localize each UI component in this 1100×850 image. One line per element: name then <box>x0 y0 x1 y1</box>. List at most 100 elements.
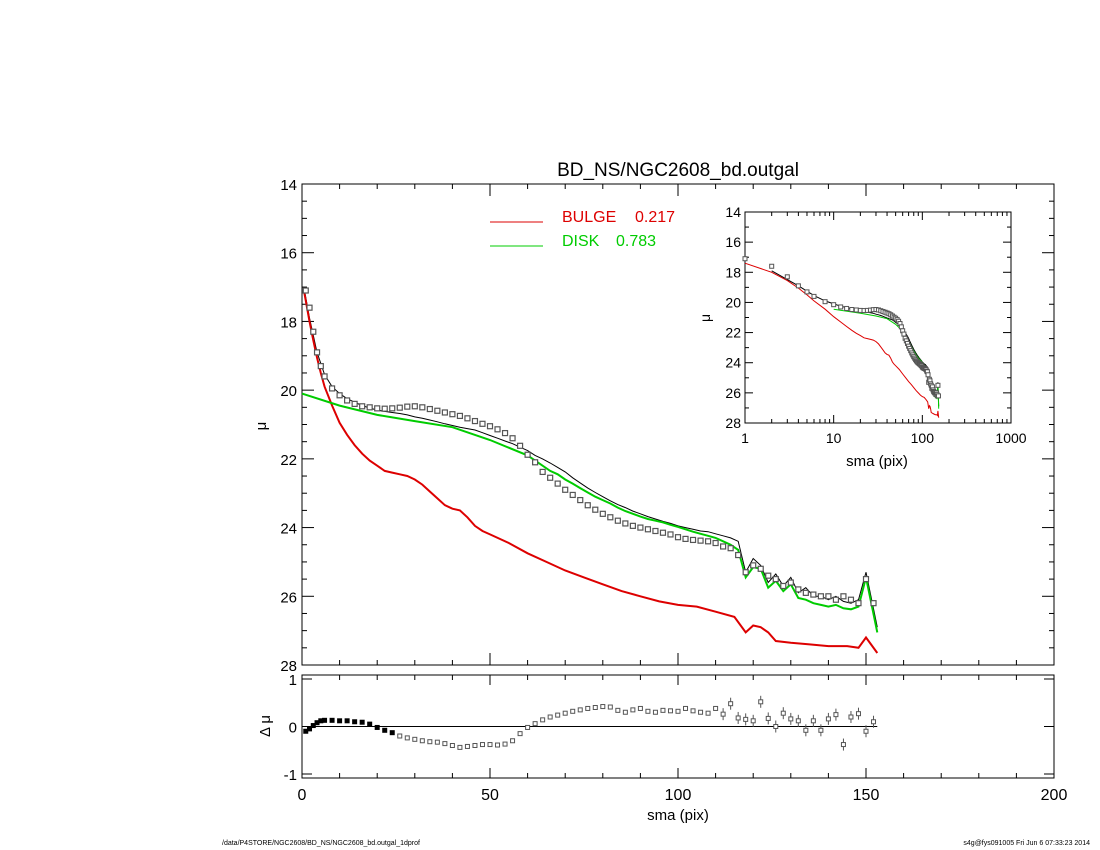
data-point <box>321 373 328 380</box>
residual-y-tick-label: 0 <box>289 720 297 737</box>
residual-point <box>359 719 365 725</box>
data-point <box>494 426 501 433</box>
data-point <box>313 349 321 356</box>
residual-y-tick-label: -1 <box>284 767 297 784</box>
residual-point <box>404 735 410 741</box>
residual-point <box>705 710 711 716</box>
main-series <box>301 287 879 654</box>
footer-path: /data/P4STORE/NGC2608/BD_NS/NGC2608_bd.o… <box>222 840 420 847</box>
residual-point <box>442 741 448 747</box>
data-point <box>562 486 569 493</box>
residual-point <box>570 708 576 714</box>
data-point <box>802 589 809 596</box>
series-disk-line <box>301 392 879 633</box>
inset-data-point <box>935 393 941 399</box>
data-point <box>302 287 309 294</box>
residual-point <box>555 712 561 718</box>
inset-data-point <box>795 283 801 289</box>
residual-point <box>337 718 343 724</box>
inset-panel: 14 16 18 20 22 24 26 281 10 100 1000 sma (pix) μ <box>697 204 1027 470</box>
data-point <box>486 423 494 430</box>
data-point <box>667 531 674 538</box>
data-point <box>464 415 471 422</box>
data-point <box>674 534 682 541</box>
inset-y-tick-label: 20 <box>725 294 741 310</box>
residual-point <box>765 715 771 721</box>
residual-point <box>795 718 801 724</box>
legend-bulge-label: BULGE <box>562 209 616 226</box>
residual-x-axis-label: sma (pix) <box>647 807 709 824</box>
data-point <box>577 496 584 504</box>
residual-point <box>510 738 516 744</box>
data-point <box>795 586 802 593</box>
residual-point <box>412 736 418 742</box>
residual-point <box>855 711 861 717</box>
residual-point <box>871 719 877 725</box>
residual-point <box>652 709 658 715</box>
data-point <box>336 392 343 399</box>
data-point <box>659 529 667 536</box>
inset-x-tick-label: 1 <box>741 430 749 446</box>
data-point <box>622 520 629 527</box>
data-point <box>434 407 441 414</box>
residual-point <box>367 721 373 727</box>
residual-point <box>810 718 816 724</box>
inset-x-tick-label: 100 <box>911 430 935 446</box>
main-y-tick-label: 22 <box>280 452 297 469</box>
data-point <box>704 538 712 545</box>
data-point <box>870 600 877 607</box>
main-y-tick-label: 28 <box>280 658 297 675</box>
data-point <box>381 405 388 412</box>
data-point <box>840 593 847 600</box>
inset-x-axis-label: sma (pix) <box>846 453 908 470</box>
main-y-axis-label: μ <box>253 422 270 431</box>
residual-point <box>840 742 846 748</box>
main-y-tick-label: 14 <box>280 177 297 194</box>
data-point <box>306 304 313 311</box>
data-point <box>614 517 621 524</box>
legend: BULGE 0.217 DISK 0.783 <box>490 209 675 250</box>
residual-point <box>818 727 824 733</box>
data-point <box>471 417 479 425</box>
residual-point <box>502 741 508 747</box>
inset-plot-frame <box>744 211 1012 424</box>
residual-point <box>788 716 794 722</box>
residual-point <box>667 708 673 714</box>
data-point <box>554 480 561 487</box>
residual-point <box>848 714 854 720</box>
residual-point <box>728 701 734 707</box>
inset-y-tick-label: 28 <box>725 415 741 431</box>
inset-data-point <box>935 382 941 388</box>
residual-x-tick-label: 100 <box>665 787 692 804</box>
inset-data-point <box>844 305 850 311</box>
residual-point <box>352 719 358 725</box>
inset-x-tick-label: 1000 <box>995 430 1026 446</box>
residual-y-tick-label: 1 <box>289 672 297 689</box>
inset-y-tick-label: 22 <box>725 325 741 341</box>
residual-point <box>472 743 478 748</box>
data-point <box>516 442 524 449</box>
data-point <box>637 524 644 531</box>
data-point <box>359 403 366 410</box>
inset-data-point <box>925 372 931 378</box>
residual-point <box>397 733 403 739</box>
data-point <box>366 404 373 411</box>
series-bulge-line <box>302 290 879 654</box>
data-point <box>351 400 358 407</box>
residual-series <box>303 695 877 751</box>
legend-disk-value: 0.783 <box>616 233 656 250</box>
data-point <box>456 412 464 420</box>
inset-y-axis-label: μ <box>697 314 713 322</box>
data-point <box>810 591 817 598</box>
inset-x-tick-label: 10 <box>826 430 842 446</box>
residual-point <box>825 716 831 722</box>
data-point <box>652 527 659 535</box>
inset-data-point <box>831 302 837 308</box>
residual-point <box>630 707 636 713</box>
residual-point <box>307 726 313 732</box>
data-point <box>404 403 411 410</box>
inset-data-point <box>849 307 855 313</box>
data-point <box>501 429 509 437</box>
main-y-tick-label: 26 <box>280 589 297 606</box>
